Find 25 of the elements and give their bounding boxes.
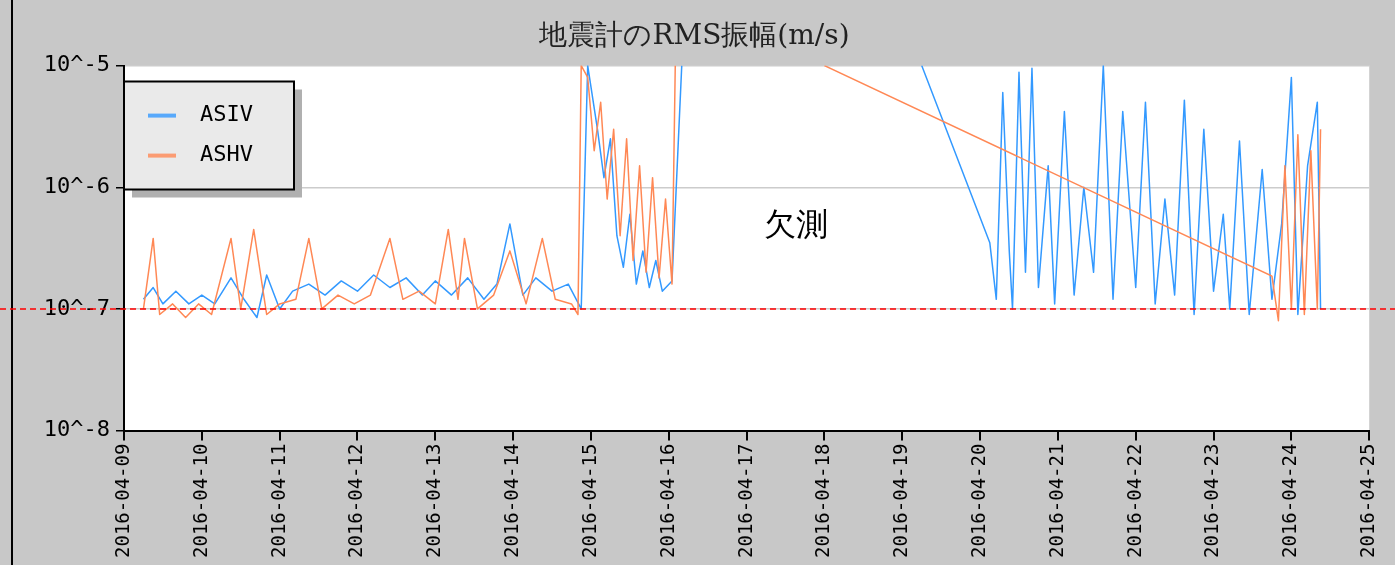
x-tick-label: 2016-04-25 [1356, 443, 1379, 558]
y-tick-label: 10^-6 [43, 172, 110, 198]
legend-label: ASHV [200, 141, 253, 167]
annotation: 欠測 [764, 204, 829, 243]
x-tick-label: 2016-04-09 [110, 443, 133, 558]
x-tick-label: 2016-04-18 [811, 443, 834, 558]
y-tick-label: 10^-7 [43, 294, 110, 320]
x-tick-label: 2016-04-19 [889, 443, 912, 558]
x-tick-label: 2016-04-22 [1122, 443, 1145, 558]
x-tick-label: 2016-04-24 [1278, 443, 1301, 558]
x-tick-label: 2016-04-17 [733, 443, 756, 558]
y-tick-label: 10^-5 [43, 51, 110, 77]
x-tick-label: 2016-04-15 [577, 443, 600, 558]
x-tick-label: 2016-04-21 [1044, 443, 1067, 558]
x-tick-label: 2016-04-14 [500, 443, 523, 558]
x-tick-label: 2016-04-11 [266, 443, 289, 558]
x-tick-label: 2016-04-23 [1200, 443, 1223, 558]
x-tick-label: 2016-04-12 [344, 443, 367, 558]
chart-title: 地震計のRMS振幅(m/s) [538, 18, 850, 52]
y-tick-label: 10^-8 [43, 416, 110, 442]
x-tick-label: 2016-04-20 [967, 443, 990, 558]
x-tick-label: 2016-04-13 [422, 443, 445, 558]
legend-label: ASIV [200, 101, 253, 127]
x-tick-label: 2016-04-10 [188, 443, 211, 558]
x-tick-label: 2016-04-16 [655, 443, 678, 558]
